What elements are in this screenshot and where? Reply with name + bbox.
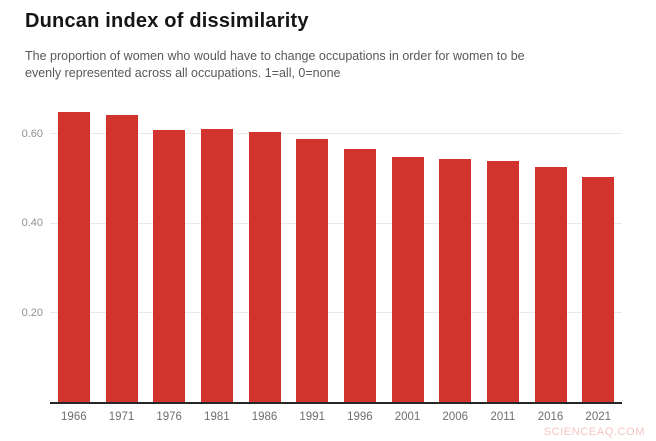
bar-slot-2006: 2006: [431, 102, 479, 423]
x-tick-label-2011: 2011: [490, 411, 516, 423]
grid-layer: 0.20 0.40 0.60: [22, 102, 622, 402]
gridline-0.20: [50, 312, 622, 314]
x-tick-label-2016: 2016: [537, 411, 564, 423]
bar-2006: [439, 159, 472, 402]
bar-1986: [248, 132, 281, 402]
gridline-0.40: [50, 222, 622, 224]
bar-slot-1991: 1991: [288, 102, 336, 423]
x-tick-label-1996: 1996: [347, 411, 373, 423]
subtitle-line-2: evenly represented across all occupation…: [25, 66, 341, 80]
bar-1981: [200, 128, 233, 402]
bar-slot-1971: 1971: [98, 102, 146, 423]
subtitle-line-1: The proportion of women who would have t…: [25, 49, 525, 63]
bar-1996: [343, 148, 376, 402]
bar-2011: [486, 161, 519, 402]
bar-2021: [582, 176, 615, 402]
x-tick-label-1991: 1991: [299, 411, 325, 423]
bar-2016: [534, 166, 567, 402]
bar-1971: [105, 114, 138, 402]
y-tick-label-0.60: 0.60: [21, 127, 43, 140]
bar-slot-1976: 1976: [145, 102, 193, 423]
bar-1976: [153, 130, 186, 402]
bar-slot-1981: 1981: [193, 102, 241, 423]
x-tick-label-1976: 1976: [156, 411, 182, 423]
bar-slot-2016: 2016: [527, 102, 575, 423]
bar-2001: [391, 157, 424, 402]
bar-slot-1996: 1996: [336, 102, 384, 423]
bar-slot-2011: 2011: [479, 102, 527, 423]
chart-subtitle: The proportion of women who would have t…: [25, 48, 525, 82]
bar-1991: [296, 138, 329, 402]
plot-area: 0.20 0.40 0.60 1966 1971 1976 1981 1986 1991 199…: [22, 102, 622, 423]
bar-slot-1966: 1966: [50, 102, 98, 423]
x-tick-label-1971: 1971: [108, 411, 135, 423]
x-tick-label-1986: 1986: [251, 411, 278, 423]
bar-slot-2021: 2021: [574, 102, 622, 423]
x-tick-label-2021: 2021: [585, 411, 612, 423]
bar-slot-2001: 2001: [384, 102, 432, 423]
x-tick-label-2006: 2006: [442, 411, 468, 423]
chart-title: Duncan index of dissimilarity: [25, 10, 309, 32]
bar-slot-1986: 1986: [241, 102, 289, 423]
watermark: SCIENCEAQ.COM: [543, 426, 645, 438]
bar-layer: 1966 1971 1976 1981 1986 1991 1996 2001 2006 2011…: [50, 102, 622, 423]
y-tick-label-0.40: 0.40: [21, 217, 43, 230]
x-tick-label-2001: 2001: [394, 411, 421, 423]
x-tick-label-1966: 1966: [61, 411, 87, 423]
bar-1966: [57, 112, 90, 402]
y-tick-label-0.20: 0.20: [21, 306, 43, 319]
gridline-0.60: [50, 133, 622, 135]
x-tick-label-1981: 1981: [204, 411, 230, 423]
